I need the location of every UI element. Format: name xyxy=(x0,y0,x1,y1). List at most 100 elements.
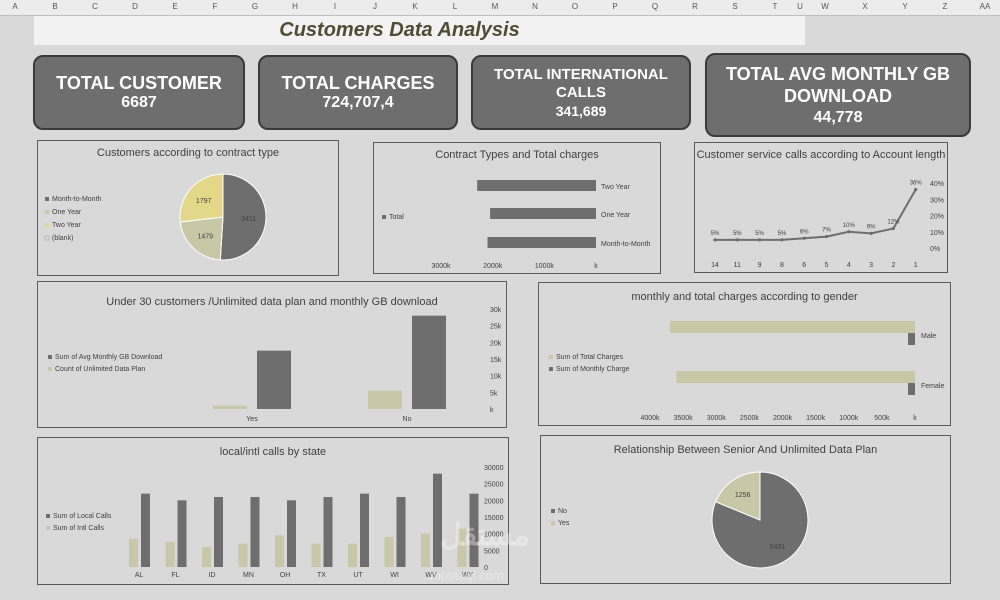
legend-label: Yes xyxy=(558,520,570,527)
column-header-w[interactable]: W xyxy=(821,2,829,11)
chart-calls-by-state: local/intl calls by state Sum of Local C… xyxy=(37,437,509,585)
x-tick-label: 1 xyxy=(914,262,918,269)
category-label: Two Year xyxy=(601,184,630,191)
category-label: FL xyxy=(171,572,179,579)
y-tick-label: k xyxy=(490,407,494,414)
legend-swatch xyxy=(551,521,555,525)
column-header-d[interactable]: D xyxy=(132,2,138,11)
column-header-p[interactable]: P xyxy=(612,2,618,11)
category-label: No xyxy=(403,416,412,423)
kpi-label: CALLS xyxy=(556,84,606,101)
chart-title: local/intl calls by state xyxy=(219,446,327,458)
chart-title: Relationship Between Senior And Unlimite… xyxy=(613,444,878,456)
category-label: Yes xyxy=(246,416,258,423)
bar xyxy=(238,543,248,567)
data-label: 3411 xyxy=(241,216,256,223)
bar xyxy=(165,542,175,567)
category-label: ID xyxy=(209,572,216,579)
column-header-o[interactable]: O xyxy=(571,2,579,11)
bar xyxy=(477,180,596,191)
column-header-f[interactable]: F xyxy=(212,2,218,11)
chart-service-calls: Customer service calls according to Acco… xyxy=(694,142,948,273)
kpi-value: 6687 xyxy=(121,94,157,111)
line-point xyxy=(713,238,717,242)
line-point xyxy=(847,230,851,234)
data-label: 1256 xyxy=(735,492,751,499)
y-tick-label: 5000 xyxy=(484,548,500,555)
column-header-l[interactable]: L xyxy=(452,2,458,11)
category-label: Male xyxy=(921,333,936,340)
legend-label: Sum of Intl Calls xyxy=(53,525,104,532)
x-tick-label: 2500k xyxy=(740,415,760,422)
x-tick-label: 3000k xyxy=(707,415,727,422)
legend-swatch xyxy=(48,367,52,371)
column-header-aa[interactable]: AA xyxy=(979,2,991,11)
legend-label: Count of Unlimited Data Plan xyxy=(55,366,145,373)
column-header-r[interactable]: R xyxy=(692,2,698,11)
line-point xyxy=(891,226,895,231)
x-tick-label: 4000k xyxy=(640,415,660,422)
x-tick-label: 2000k xyxy=(483,263,503,270)
y-tick-label: 10k xyxy=(490,374,502,381)
bar xyxy=(384,537,394,567)
x-tick-label: 2 xyxy=(891,262,895,269)
spreadsheet-column-headers: A B C D E F G H I J K L M N O P Q R S T U W X Y Z AA xyxy=(0,0,1000,16)
kpi-label: DOWNLOAD xyxy=(784,86,892,106)
kpi-total-customer: TOTAL CUSTOMER 6687 xyxy=(33,55,245,130)
kpi-label: TOTAL CUSTOMER xyxy=(56,73,222,93)
x-tick-label: k xyxy=(913,415,917,422)
chart-senior-pie: Relationship Between Senior And Unlimite… xyxy=(540,435,951,584)
x-tick-label: k xyxy=(594,263,598,270)
column-header-u[interactable]: U xyxy=(797,2,803,11)
category-label: WY xyxy=(462,572,474,579)
column-header-j[interactable]: J xyxy=(373,2,377,11)
kpi-international-calls: TOTAL INTERNATIONAL CALLS 341,689 xyxy=(471,55,691,130)
watermark-text: mostaql.com xyxy=(430,568,504,583)
y-tick-label: 40% xyxy=(930,181,944,188)
legend-swatch xyxy=(551,509,555,513)
column-header-a[interactable]: A xyxy=(12,2,18,11)
y-tick-label: 25k xyxy=(490,324,502,331)
column-header-t[interactable]: T xyxy=(772,2,778,11)
column-header-q[interactable]: Q xyxy=(651,2,659,11)
column-header-y[interactable]: Y xyxy=(902,2,908,11)
column-header-b[interactable]: B xyxy=(52,2,58,11)
column-header-k[interactable]: K xyxy=(412,2,418,11)
legend-swatch xyxy=(45,223,49,227)
column-header-h[interactable]: H xyxy=(292,2,298,11)
y-tick-label: 0 xyxy=(484,565,488,572)
chart-contract-pie: Customers according to contract type Mon… xyxy=(37,140,339,276)
legend-swatch xyxy=(46,514,50,518)
line-point xyxy=(780,238,784,242)
kpi-total-charges: TOTAL CHARGES 724,707,4 xyxy=(258,55,458,130)
data-label: 7% xyxy=(822,228,831,234)
column-header-e[interactable]: E xyxy=(172,2,178,11)
column-header-z[interactable]: Z xyxy=(942,2,948,11)
bar xyxy=(141,493,150,567)
chart-svg: Month-to-Month One Year Two Year (blank) 341… xyxy=(44,173,267,261)
data-label: 5% xyxy=(755,231,764,237)
pie-slice xyxy=(219,173,267,261)
column-header-s[interactable]: S xyxy=(732,2,738,11)
column-header-g[interactable]: G xyxy=(251,2,259,11)
data-label: 5% xyxy=(778,231,787,237)
bar xyxy=(908,383,915,395)
kpi-avg-monthly-gb: TOTAL AVG MONTHLY GB DOWNLOAD 44,778 xyxy=(705,53,971,137)
data-label: 5% xyxy=(733,231,742,237)
bar xyxy=(457,528,467,567)
x-tick-label: 3 xyxy=(869,262,873,269)
pie-slice xyxy=(179,216,224,261)
y-tick-label: 30000 xyxy=(484,465,504,472)
legend-swatch xyxy=(45,210,49,214)
x-tick-label: 3500k xyxy=(674,415,694,422)
column-header-m[interactable]: M xyxy=(491,2,499,11)
column-header-n[interactable]: N xyxy=(532,2,538,11)
y-tick-label: 10000 xyxy=(484,532,504,539)
x-tick-label: 2000k xyxy=(773,415,793,422)
bar xyxy=(487,237,596,248)
column-header-c[interactable]: C xyxy=(92,2,98,11)
column-header-i[interactable]: I xyxy=(333,2,337,11)
column-header-x[interactable]: X xyxy=(862,2,868,11)
y-tick-label: 20% xyxy=(930,214,944,221)
x-tick-label: 1000k xyxy=(535,263,555,270)
